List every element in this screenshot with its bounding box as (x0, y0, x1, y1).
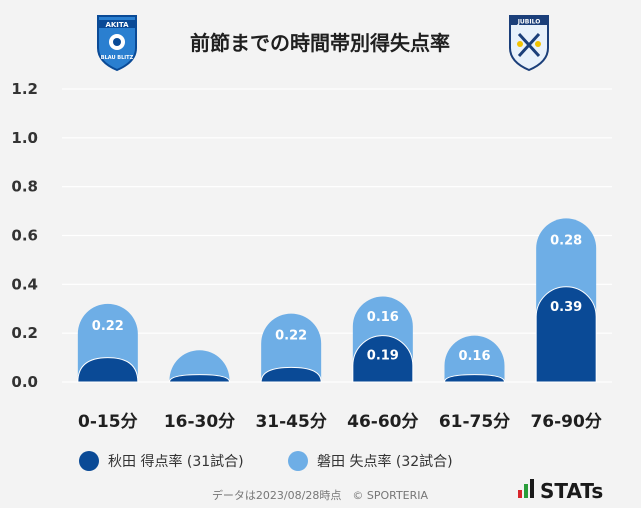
x-tick-label: 0-15分 (78, 412, 138, 432)
page-title: 前節までの時間帯別得失点率 (190, 31, 450, 55)
legend-swatch-akita (79, 451, 99, 471)
data-label-iwata: 0.28 (550, 233, 582, 248)
bar-akita (352, 335, 414, 383)
bar-iwata (444, 335, 505, 382)
y-tick-label: 0.4 (11, 275, 38, 293)
x-tick-label: 76-90分 (530, 412, 601, 432)
y-tick-label: 0.0 (11, 373, 38, 391)
bar-iwata (261, 313, 322, 382)
data-label-akita: 0.39 (550, 300, 582, 315)
bar-akita (535, 286, 597, 383)
legend-swatch-iwata (288, 451, 308, 471)
stats-logo-bar-green (524, 484, 528, 498)
stats-brand: STATs (518, 479, 603, 503)
bar-akita (260, 366, 322, 383)
x-tick-label: 31-45分 (255, 412, 326, 432)
data-label-iwata: 0.22 (275, 329, 307, 344)
data-label-iwata: 0.22 (92, 319, 124, 334)
bar-iwata (169, 350, 230, 382)
y-tick-label: 1.2 (11, 80, 38, 98)
footer-note: データは2023/08/28時点 © SPORTERIA (212, 488, 429, 502)
akita-logo-text-bottom: BLAU BLITZ (101, 55, 134, 61)
legend-label-iwata: 磐田 失点率 (32試合) (317, 453, 453, 470)
akita-logo-text-top: AKITA (105, 21, 129, 29)
y-tick-label: 1.0 (11, 129, 38, 147)
bar-akita (443, 374, 506, 383)
x-tick-label: 61-75分 (439, 412, 510, 432)
akita-logo: AKITA BLAU BLITZ (97, 15, 137, 72)
y-tick-label: 0.8 (11, 178, 38, 196)
legend: 秋田 得点率 (31試合) 磐田 失点率 (32試合) (79, 451, 453, 471)
stats-brand-text: STATs (540, 479, 603, 503)
y-tick-label: 0.2 (11, 324, 38, 342)
data-label-iwata: 0.16 (458, 349, 490, 364)
legend-label-akita: 秋田 得点率 (31試合) (108, 453, 244, 470)
stats-logo-bar-dark (530, 479, 534, 498)
data-label-akita: 0.19 (367, 349, 399, 364)
bar-akita (77, 357, 139, 383)
stats-logo-bar-red (518, 490, 522, 498)
jubilo-logo: JUBILO (509, 15, 549, 72)
x-tick-label: 16-30分 (164, 412, 235, 432)
x-tick-label: 46-60分 (347, 412, 418, 432)
data-label-iwata: 0.16 (367, 310, 399, 325)
jubilo-logo-text: JUBILO (517, 19, 541, 26)
bar-akita (168, 374, 231, 383)
y-tick-label: 0.6 (11, 227, 38, 245)
